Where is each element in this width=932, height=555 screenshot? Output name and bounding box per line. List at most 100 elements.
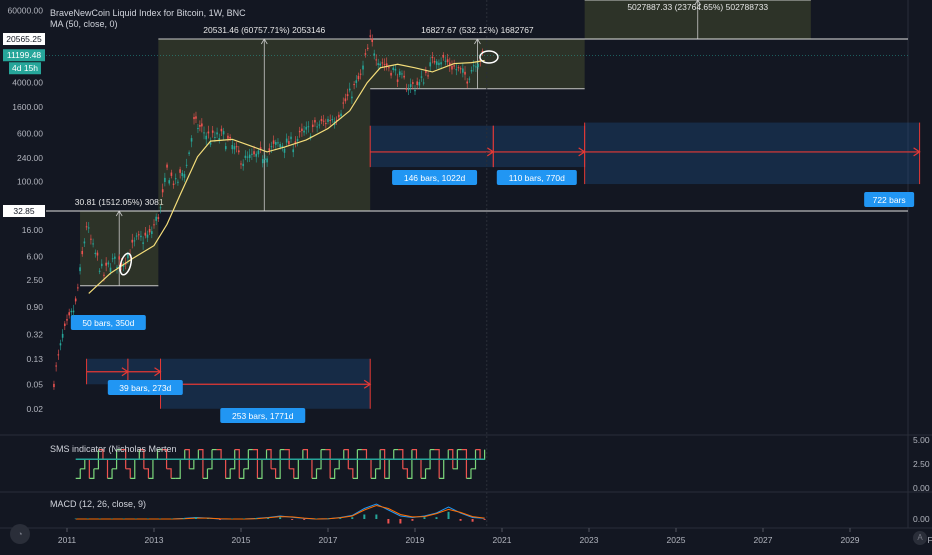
price-candle	[472, 65, 475, 67]
macd-histogram-bar	[267, 518, 270, 519]
price-candle	[190, 138, 193, 142]
price-candle	[72, 310, 75, 313]
macd-histogram-bar	[435, 517, 438, 519]
bar-count-label: 50 bars, 350d	[82, 318, 134, 328]
legend-ma-label[interactable]: MA (50, close, 0)	[50, 19, 118, 29]
price-candle	[468, 78, 471, 80]
macd-histogram-bar	[231, 518, 234, 519]
sms-line-segment	[311, 468, 318, 479]
price-candle	[61, 333, 64, 338]
sms-line-segment	[380, 449, 386, 479]
price-candle	[70, 310, 73, 313]
price-range-arrow-head	[260, 38, 268, 45]
price-candle	[272, 140, 275, 144]
price-candle	[140, 235, 142, 238]
price-range-label: 5027887.33 (23764.65%) 502788733	[627, 2, 768, 12]
price-candle	[222, 131, 225, 135]
macd-histogram-bar	[411, 519, 414, 521]
bar-count-tag	[496, 170, 577, 185]
sms-indicator-label[interactable]: SMS indicator (Nicholas Merten	[50, 444, 177, 454]
sms-line-segment	[75, 468, 81, 479]
macd-histogram-bar	[206, 518, 209, 519]
sms-line-segment	[416, 458, 422, 479]
sms-line-segment	[121, 449, 127, 469]
price-candle	[407, 89, 410, 91]
sms-line-segment	[434, 449, 440, 479]
bar-count-label: 722 bars	[873, 195, 906, 205]
sms-line-segment	[198, 449, 204, 479]
price-candle	[142, 242, 144, 244]
price-candle	[181, 172, 184, 177]
price-candle	[290, 136, 292, 140]
sms-line-segment	[343, 449, 349, 469]
price-candle	[135, 235, 138, 237]
price-candle	[390, 72, 392, 76]
price-candle	[353, 84, 355, 86]
time-axis-tick: 2029	[841, 535, 860, 545]
sms-line-segment	[107, 468, 113, 479]
price-candle	[227, 135, 229, 139]
price-candle	[81, 250, 84, 255]
auto-scale-button[interactable]: A	[913, 531, 927, 545]
time-axis-tick: 2021	[493, 535, 512, 545]
price-candle	[259, 147, 262, 151]
price-candle	[216, 132, 218, 135]
price-candle	[85, 226, 88, 228]
time-axis-tick: 2027	[754, 535, 773, 545]
tradingview-logo-icon[interactable]: ◔	[10, 524, 30, 544]
bar-range-box	[584, 122, 920, 185]
lower-level-badge-text: 32.85	[13, 206, 35, 216]
macd-histogram-bar	[375, 514, 378, 519]
time-axis-tick: 2013	[145, 535, 164, 545]
sms-line-segment	[334, 459, 340, 470]
sms-line-segment	[375, 449, 381, 470]
time-axis-tick: 2011	[58, 535, 77, 545]
macd-histogram-bar	[387, 519, 390, 524]
sms-line-segment	[125, 468, 131, 479]
price-candle	[151, 231, 153, 235]
price-candle	[388, 67, 390, 69]
price-candle	[114, 256, 116, 259]
sms-line-segment	[348, 468, 354, 479]
sms-line-segment	[461, 449, 468, 479]
sms-line-segment	[452, 449, 458, 470]
price-candle	[283, 148, 286, 153]
price-candle	[344, 98, 347, 102]
sms-line-segment	[275, 449, 281, 479]
price-candle	[398, 71, 401, 76]
legend-symbol-title[interactable]: BraveNewCoin Liquid Index for Bitcoin, 1…	[50, 8, 246, 18]
price-candle	[127, 254, 129, 259]
price-candle	[144, 232, 147, 236]
macd-histogram-bar	[243, 518, 246, 519]
price-candle	[157, 217, 160, 219]
price-candle	[396, 79, 399, 82]
hand-drawn-circle	[119, 252, 133, 276]
price-candle	[103, 274, 105, 276]
sms-line-segment	[102, 458, 109, 479]
price-axis-tick: 100.00	[17, 176, 43, 186]
time-axis-tick: 2023	[580, 535, 599, 545]
price-candle	[327, 119, 329, 122]
sms-line-segment	[221, 458, 227, 479]
price-candle	[438, 62, 440, 66]
macd-histogram-bar	[146, 518, 149, 519]
price-candle	[261, 159, 264, 164]
price-candle	[440, 62, 442, 65]
price-candle	[170, 172, 173, 176]
price-candle	[455, 69, 458, 71]
price-candle	[314, 120, 316, 123]
macd-indicator-label[interactable]: MACD (12, 26, close, 9)	[50, 499, 147, 509]
price-candle	[133, 240, 136, 242]
price-candle	[55, 365, 57, 367]
sms-line-segment	[216, 449, 222, 460]
price-axis-tick: 1600.00	[12, 102, 43, 112]
price-candle	[235, 146, 238, 148]
price-candle	[422, 82, 425, 84]
sms-axis-tick: 5.00	[913, 435, 930, 445]
price-candle	[83, 241, 86, 244]
price-candle	[292, 149, 294, 153]
bar-count-label: 39 bars, 273d	[119, 383, 171, 393]
price-candle	[301, 128, 303, 131]
